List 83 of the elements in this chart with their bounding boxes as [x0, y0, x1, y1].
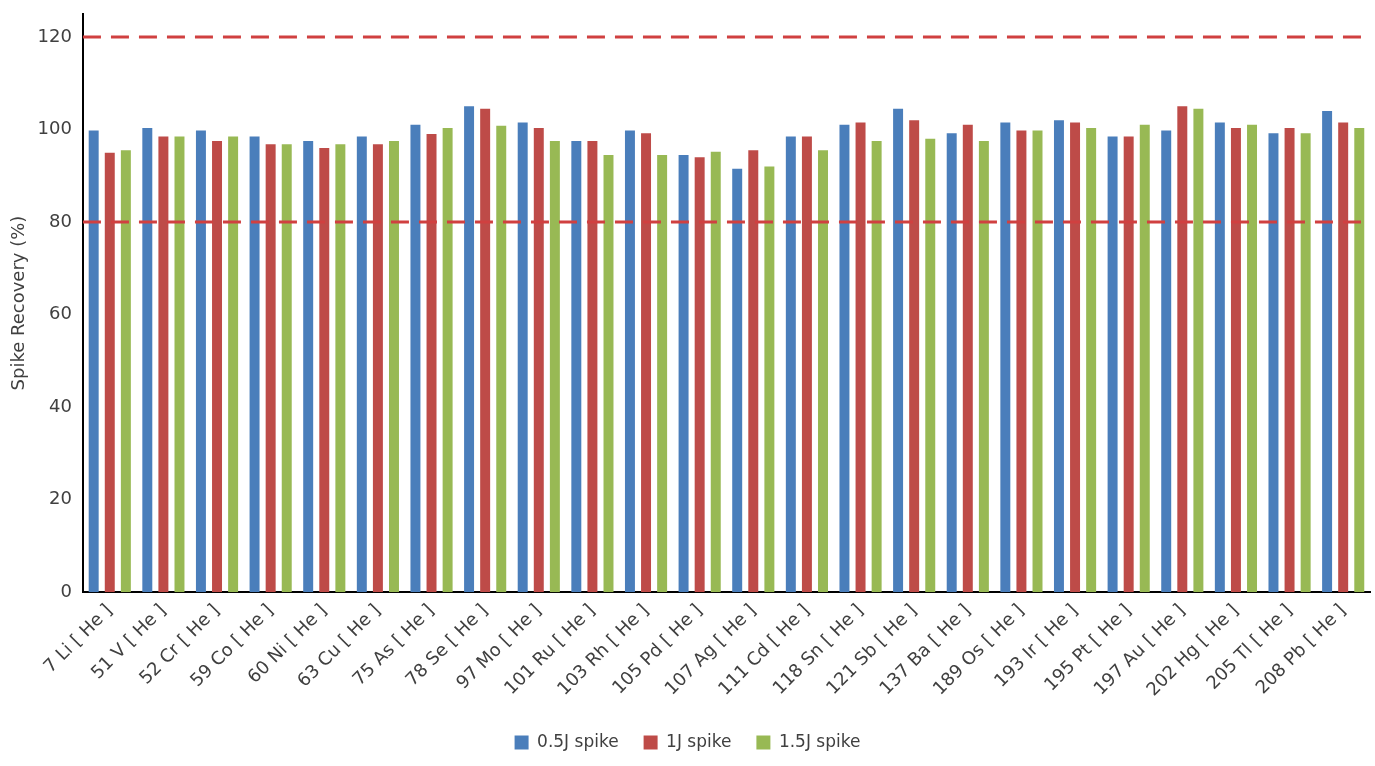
bar [624, 130, 635, 593]
bar [281, 144, 292, 593]
bar [587, 141, 598, 593]
bar [909, 120, 920, 593]
bar [426, 134, 437, 593]
bar [1123, 136, 1134, 593]
bar [893, 108, 904, 593]
y-tick-label: 20 [49, 487, 72, 509]
bar [678, 154, 689, 593]
bar [464, 106, 475, 593]
bar [496, 125, 507, 593]
bar [978, 141, 989, 593]
bar [174, 136, 185, 593]
bar [410, 124, 421, 593]
bar [946, 133, 957, 593]
bar [1214, 122, 1225, 593]
bar [389, 141, 399, 593]
bar [1230, 128, 1241, 593]
bar [1322, 110, 1333, 593]
bar [1053, 120, 1064, 593]
bar [801, 136, 812, 593]
bar [871, 141, 882, 593]
bar [356, 136, 367, 593]
bar [818, 150, 828, 593]
bar [1070, 122, 1081, 593]
bar [142, 128, 153, 593]
bar [839, 124, 850, 593]
bar [303, 141, 314, 593]
bar [249, 136, 260, 593]
bar [480, 108, 491, 593]
bar [212, 141, 223, 593]
y-tick-label: 120 [37, 24, 72, 46]
bar [1247, 124, 1258, 593]
bar [1268, 133, 1279, 593]
bar [1193, 108, 1204, 593]
y-tick-label: 40 [49, 394, 72, 416]
bar [694, 157, 705, 593]
bar [657, 154, 668, 593]
bar [549, 141, 560, 593]
bar [533, 128, 544, 593]
bar [1338, 122, 1349, 593]
bar [855, 122, 866, 593]
y-tick-label: 0 [60, 579, 72, 601]
bar [1032, 130, 1043, 593]
bar [1284, 128, 1295, 593]
bar [1016, 130, 1027, 593]
bar [1000, 122, 1011, 593]
bar [158, 136, 169, 593]
bar [748, 150, 759, 593]
bar [104, 152, 115, 593]
bar [1161, 130, 1172, 593]
y-axis-title: Spike Recovery (%) [7, 215, 29, 391]
bar [641, 133, 652, 593]
bar [1177, 106, 1188, 593]
bar [732, 168, 743, 593]
bar [265, 144, 276, 593]
bar [442, 128, 453, 593]
bar [1354, 128, 1365, 593]
bar [372, 144, 383, 593]
bar [571, 141, 582, 593]
bar [1086, 128, 1097, 593]
legend-label: 0.5J spike [537, 730, 619, 751]
bar [962, 124, 973, 593]
bar [195, 130, 206, 593]
bar [517, 122, 528, 593]
y-tick-label: 100 [37, 117, 72, 139]
bar [228, 136, 239, 593]
bar [1139, 124, 1150, 593]
bar [88, 130, 99, 593]
bar [785, 136, 796, 593]
bar [1300, 133, 1311, 593]
bar [120, 150, 131, 593]
bar [319, 148, 330, 593]
y-tick-label: 60 [49, 302, 72, 324]
y-tick-label: 80 [49, 209, 72, 231]
bar [710, 151, 721, 593]
bar [764, 166, 775, 593]
legend-label: 1J spike [666, 730, 732, 751]
bar [925, 138, 936, 593]
bar [1107, 136, 1118, 593]
bar [603, 154, 614, 593]
bar [335, 144, 346, 593]
legend-label: 1.5J spike [778, 730, 861, 751]
